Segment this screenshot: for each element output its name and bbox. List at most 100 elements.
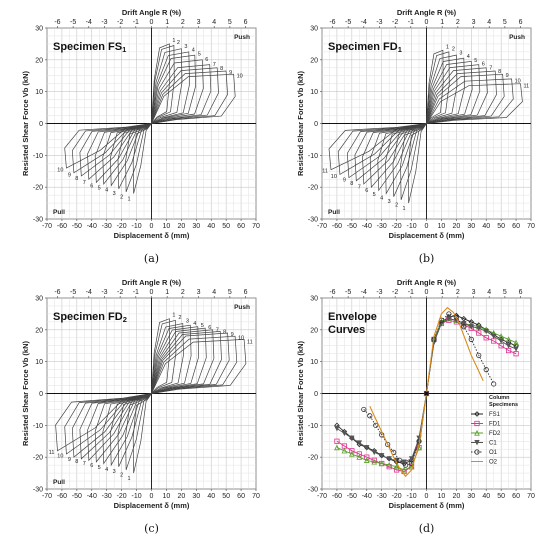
x-tick-label: 50 bbox=[222, 223, 230, 230]
cycle-label-pos: 8 bbox=[223, 330, 226, 336]
y-tick-label: 0 bbox=[39, 121, 43, 128]
hysteresis-loop-10 bbox=[64, 73, 236, 169]
x-tick-label: 50 bbox=[497, 493, 505, 500]
series-point-C1 bbox=[513, 346, 519, 352]
push-label: Push bbox=[234, 304, 250, 311]
panel-caption: (d) bbox=[419, 522, 435, 535]
cycle-label-neg: 1 bbox=[403, 206, 406, 212]
x2-tick-label: -1 bbox=[408, 19, 414, 26]
x-tick-label: -10 bbox=[407, 223, 417, 230]
x2-axis-label: Drift Angle R (%) bbox=[397, 8, 457, 17]
cycle-label-pos: 2 bbox=[452, 46, 455, 52]
x2-tick-label: -2 bbox=[117, 289, 123, 296]
hysteresis-loops bbox=[64, 43, 236, 194]
cycle-label-neg: 11 bbox=[322, 169, 328, 175]
series-point-FD2 bbox=[505, 336, 512, 342]
series-point-FD2 bbox=[386, 462, 393, 468]
series-point-C1 bbox=[468, 324, 474, 330]
origin-point bbox=[424, 391, 429, 396]
series-point-FD2 bbox=[349, 450, 355, 457]
cycle-label-neg: 10 bbox=[331, 174, 337, 180]
panel-caption: (a) bbox=[144, 252, 159, 265]
series-point-C1 bbox=[401, 459, 407, 465]
x2-tick-label: 3 bbox=[197, 19, 201, 26]
cycle-label-neg: 11 bbox=[49, 450, 55, 456]
x-axis-label: Displacement δ (mm) bbox=[114, 231, 190, 240]
pull-label: Pull bbox=[53, 209, 65, 216]
x-tick-label: -10 bbox=[132, 493, 142, 500]
cycle-label-neg: 8 bbox=[350, 181, 353, 187]
legend-entry-O1: O1 bbox=[489, 450, 498, 456]
cycle-label-pos: 11 bbox=[247, 339, 253, 345]
panel-title: Specimen FD2 bbox=[53, 311, 127, 324]
x2-tick-label: 2 bbox=[181, 19, 185, 26]
x2-tick-label: -1 bbox=[408, 289, 414, 296]
series-point-C1 bbox=[483, 328, 489, 335]
cycle-label-pos: 1 bbox=[172, 313, 175, 319]
y-tick-label: 30 bbox=[35, 26, 43, 33]
x2-tick-label: 0 bbox=[425, 289, 429, 296]
x2-axis-label: Drift Angle R (%) bbox=[122, 278, 182, 287]
cycle-label-neg: 1 bbox=[128, 197, 131, 203]
panel-title: Specimen FS1 bbox=[53, 41, 126, 54]
series-point-O1 bbox=[373, 422, 379, 428]
cycle-label-neg: 6 bbox=[365, 188, 368, 194]
x-tick-label: 60 bbox=[237, 223, 245, 230]
y-tick-label: -20 bbox=[33, 185, 43, 192]
legend-title-line2: Specimens bbox=[489, 402, 518, 408]
x-tick-label: 70 bbox=[252, 493, 260, 500]
x2-tick-label: 6 bbox=[244, 289, 248, 296]
x2-tick-label: -6 bbox=[329, 289, 335, 296]
series-point-C1 bbox=[408, 456, 415, 462]
x-tick-label: -30 bbox=[377, 493, 387, 500]
cycle-label-neg: 4 bbox=[105, 467, 108, 473]
x-tick-label: -50 bbox=[347, 223, 357, 230]
cycle-label-pos: 6 bbox=[482, 62, 485, 68]
x-tick-label: -30 bbox=[377, 223, 387, 230]
x-tick-label: 70 bbox=[527, 493, 535, 500]
y-tick-label: -10 bbox=[33, 423, 43, 430]
y-tick-label: 30 bbox=[310, 296, 318, 303]
x2-tick-label: -6 bbox=[329, 19, 335, 26]
series-point-C1 bbox=[379, 453, 385, 459]
cycle-label-pos: 2 bbox=[177, 40, 180, 46]
x2-tick-label: 1 bbox=[165, 289, 169, 296]
chart-panel-b: -70 -60 -50 -40 -30 -20 -10 0 10 20 30 40 50 60 70-30-… bbox=[296, 8, 535, 265]
series-point-C1 bbox=[364, 445, 370, 451]
series-point-FD2 bbox=[401, 466, 407, 473]
x-tick-label: -20 bbox=[117, 493, 127, 500]
x-tick-label: -70 bbox=[42, 493, 52, 500]
series-point-O1 bbox=[491, 381, 497, 387]
cycle-label-pos: 5 bbox=[198, 51, 201, 57]
cycle-label-pos: 9 bbox=[231, 332, 234, 338]
cycle-label-neg: 10 bbox=[57, 453, 63, 459]
x-tick-label: -70 bbox=[317, 493, 327, 500]
x-tick-label: 20 bbox=[177, 493, 185, 500]
series-point-C1 bbox=[334, 426, 340, 432]
x-tick-label: 70 bbox=[527, 223, 535, 230]
x-tick-label: -50 bbox=[72, 223, 82, 230]
x-tick-label: 30 bbox=[192, 223, 200, 230]
y-tick-label: -10 bbox=[308, 423, 318, 430]
x-tick-label: -40 bbox=[87, 493, 97, 500]
cycle-label-pos: 1 bbox=[172, 38, 175, 44]
series-point-O1 bbox=[453, 314, 459, 320]
x2-tick-label: 5 bbox=[503, 19, 507, 26]
cycle-label-neg: 10 bbox=[57, 167, 63, 173]
x-tick-label: 40 bbox=[207, 493, 215, 500]
x-tick-label: 10 bbox=[438, 493, 446, 500]
cycle-label-pos: 8 bbox=[220, 66, 223, 72]
x-tick-label: 60 bbox=[512, 493, 520, 500]
y-tick-label: 0 bbox=[314, 121, 318, 128]
panel-caption: (c) bbox=[144, 522, 159, 535]
cycle-label-neg: 3 bbox=[113, 191, 116, 197]
x2-tick-label: 3 bbox=[472, 19, 476, 26]
series-point-C1 bbox=[505, 343, 512, 349]
series-point-FD2 bbox=[513, 339, 519, 346]
series-point-FD1 bbox=[394, 467, 400, 473]
y-axis-label: Resisted Shear Force Vb (kN) bbox=[21, 70, 30, 176]
cycle-label-neg: 6 bbox=[90, 463, 93, 469]
x2-tick-label: 0 bbox=[150, 19, 154, 26]
cycle-label-pos: 5 bbox=[201, 323, 204, 329]
